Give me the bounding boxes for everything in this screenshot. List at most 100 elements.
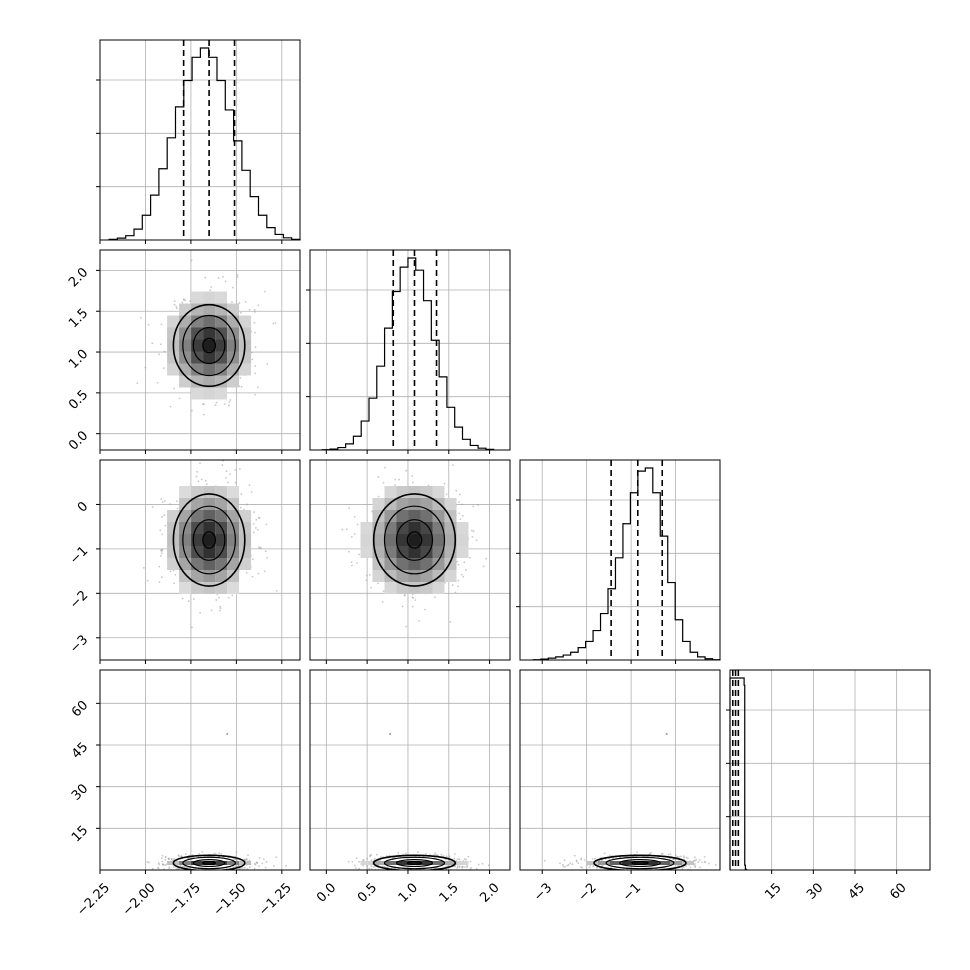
ytick-label-2-1: −2 — [67, 588, 91, 612]
scatter-point — [451, 584, 454, 587]
scatter-point — [471, 535, 474, 538]
scatter-point — [369, 855, 372, 858]
scatter-point — [205, 483, 208, 486]
scatter-point — [487, 864, 490, 867]
density-cell — [191, 570, 204, 582]
scatter-point — [170, 858, 173, 860]
scatter-point — [424, 608, 427, 611]
scatter-point — [404, 852, 407, 855]
contour-3-2-0 — [593, 854, 687, 870]
contour-3-1-1 — [383, 856, 446, 870]
scatter-point — [250, 351, 253, 354]
scatter-point — [203, 873, 205, 875]
scatter-point — [210, 871, 212, 873]
scatter-point — [181, 597, 184, 600]
xtick-label-0-2: −1.75 — [165, 880, 204, 919]
scatter-point — [358, 860, 360, 863]
scatter-point — [445, 493, 448, 496]
scatter-point — [240, 493, 243, 495]
density-cell — [646, 861, 658, 865]
scatter-point — [591, 857, 594, 860]
scatter-point — [466, 864, 468, 867]
ytick-label-1-2: 1.0 — [66, 347, 91, 372]
scatter-point — [472, 505, 475, 508]
scatter-point — [421, 454, 423, 456]
density-cell — [203, 486, 216, 498]
scatter-point — [173, 303, 176, 306]
density-cell — [239, 558, 252, 570]
scatter-point — [362, 864, 365, 867]
density-cell — [420, 522, 433, 534]
density-cell — [384, 534, 397, 546]
panel-frame-3-0 — [99, 669, 301, 871]
scatter-point — [639, 871, 641, 873]
contour-3-1-2 — [395, 858, 434, 868]
scatter-point — [200, 478, 203, 481]
scatter-point — [636, 851, 639, 854]
scatter-point — [246, 503, 249, 506]
scatter-point — [253, 531, 255, 534]
density-cell — [203, 534, 216, 546]
scatter-point — [253, 321, 256, 324]
density-cell — [191, 315, 204, 328]
scatter-point — [252, 522, 255, 525]
scatter-point — [463, 858, 466, 860]
scatter-point — [147, 324, 150, 326]
scatter-point — [164, 858, 167, 861]
scatter-point — [254, 365, 257, 367]
scatter-point — [563, 859, 566, 862]
histogram-1 — [321, 257, 495, 451]
scatter-point — [175, 307, 178, 310]
scatter-point — [695, 858, 698, 861]
scatter-point — [418, 620, 420, 622]
scatter-point — [566, 864, 569, 867]
scatter-point — [390, 867, 393, 869]
scatter-point — [667, 853, 670, 856]
scatter-point — [198, 852, 201, 855]
scatter-point — [192, 598, 195, 600]
scatter-point — [410, 870, 412, 872]
scatter-point — [164, 855, 167, 858]
scatter-point — [151, 867, 154, 870]
scatter-point — [231, 301, 233, 303]
density-cell — [203, 570, 216, 582]
scatter-point — [253, 308, 256, 311]
density-cell — [215, 291, 228, 304]
scatter-point — [251, 575, 254, 578]
contour-2-1-2 — [395, 519, 434, 561]
density-cell — [456, 522, 469, 534]
density-cell — [215, 510, 228, 522]
scatter-point — [543, 859, 546, 862]
scatter-point — [232, 286, 234, 289]
scatter-point — [687, 857, 689, 860]
scatter-point — [358, 553, 361, 556]
scatter-point — [262, 858, 265, 861]
scatter-point — [682, 866, 685, 868]
density-cell — [384, 582, 397, 594]
scatter-point — [699, 866, 701, 869]
scatter-point — [176, 507, 179, 510]
scatter-point — [430, 871, 432, 873]
scatter-point — [160, 576, 163, 578]
density-cell — [191, 510, 204, 522]
scatter-point — [444, 581, 446, 584]
density-cell — [396, 546, 409, 558]
scatter-point — [238, 302, 241, 304]
density-cell — [203, 498, 216, 510]
scatter-point — [562, 865, 565, 868]
scatter-point — [680, 855, 682, 858]
scatter-point — [239, 506, 242, 509]
density-cell — [360, 534, 373, 546]
density-cell — [432, 582, 445, 594]
scatter-point — [459, 518, 462, 521]
scatter-point — [260, 546, 262, 549]
scatter-point — [414, 599, 417, 601]
scatter-point — [371, 510, 373, 513]
scatter-point — [469, 860, 472, 863]
scatter-point — [161, 854, 164, 857]
density-cell — [191, 558, 204, 570]
scatter-point — [219, 871, 221, 873]
scatter-point — [254, 527, 257, 529]
scatter-point — [370, 586, 373, 589]
scatter-point — [689, 866, 692, 869]
